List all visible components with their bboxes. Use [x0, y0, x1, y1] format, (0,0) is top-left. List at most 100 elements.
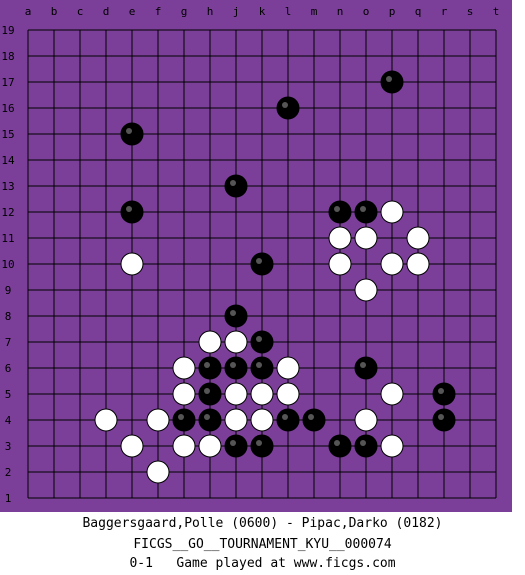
row-label: 18 [1, 50, 14, 63]
black-stone [224, 304, 248, 328]
white-stone [380, 434, 404, 458]
row-label: 2 [5, 466, 12, 479]
players-caption: Baggersgaard,Polle (0600) - Pipac,Darko … [82, 516, 443, 531]
black-stone-highlight [308, 414, 314, 420]
black-stone [354, 356, 378, 380]
column-label: d [103, 5, 110, 18]
white-stone [406, 226, 430, 250]
row-label: 8 [5, 310, 12, 323]
white-stone [172, 434, 196, 458]
black-stone [354, 434, 378, 458]
black-stone [250, 252, 274, 276]
white-stone [354, 226, 378, 250]
black-stone [276, 96, 300, 120]
black-stone-highlight [386, 76, 392, 82]
row-label: 9 [5, 284, 12, 297]
white-stone [276, 382, 300, 406]
row-label: 7 [5, 336, 12, 349]
row-label: 15 [1, 128, 14, 141]
white-stone [328, 226, 352, 250]
row-label: 10 [1, 258, 14, 271]
white-stone [380, 382, 404, 406]
black-stone-highlight [282, 414, 288, 420]
column-label: k [259, 5, 266, 18]
black-stone-highlight [230, 440, 236, 446]
column-label: p [389, 5, 396, 18]
black-stone [224, 434, 248, 458]
black-stone-highlight [178, 414, 184, 420]
column-label: s [467, 5, 474, 18]
column-label: o [363, 5, 370, 18]
column-label: b [51, 5, 58, 18]
black-stone [198, 408, 222, 432]
black-stone-highlight [360, 206, 366, 212]
row-label: 3 [5, 440, 12, 453]
column-label: j [233, 5, 240, 18]
black-stone [250, 330, 274, 354]
black-stone [172, 408, 196, 432]
tournament-caption: FICGS__GO__TOURNAMENT_KYU__000074 [133, 537, 392, 552]
column-label: r [441, 5, 448, 18]
black-stone-highlight [256, 258, 262, 264]
black-stone [250, 356, 274, 380]
row-label: 14 [1, 154, 15, 167]
white-stone [198, 434, 222, 458]
black-stone-highlight [204, 362, 210, 368]
white-stone [120, 434, 144, 458]
black-stone [224, 356, 248, 380]
white-stone [94, 408, 118, 432]
white-stone [354, 408, 378, 432]
white-stone [354, 278, 378, 302]
row-label: 11 [1, 232, 14, 245]
black-stone [120, 200, 144, 224]
black-stone [198, 382, 222, 406]
black-stone-highlight [126, 206, 132, 212]
black-stone-highlight [204, 388, 210, 394]
white-stone [250, 382, 274, 406]
row-label: 16 [1, 102, 14, 115]
row-label: 6 [5, 362, 12, 375]
black-stone-highlight [334, 206, 340, 212]
white-stone [172, 356, 196, 380]
black-stone-highlight [230, 180, 236, 186]
black-stone-highlight [230, 362, 236, 368]
black-stone-highlight [256, 362, 262, 368]
column-label: t [493, 5, 500, 18]
column-label: g [181, 5, 188, 18]
column-label: a [25, 5, 32, 18]
row-label: 12 [1, 206, 14, 219]
black-stone [250, 434, 274, 458]
result-caption: 0-1 Game played at www.ficgs.com [129, 556, 396, 571]
row-label: 19 [1, 24, 14, 37]
column-label: m [311, 5, 318, 18]
black-stone [224, 174, 248, 198]
black-stone-highlight [204, 414, 210, 420]
white-stone [380, 252, 404, 276]
go-board: a b c d e f g h j k l m n o p q r s t191817161514131211109… [1, 5, 500, 505]
black-stone [380, 70, 404, 94]
black-stone [120, 122, 144, 146]
black-stone [328, 434, 352, 458]
black-stone [276, 408, 300, 432]
column-label: c [77, 5, 84, 18]
column-label: q [415, 5, 422, 18]
white-stone [224, 330, 248, 354]
column-label: h [207, 5, 214, 18]
black-stone-highlight [282, 102, 288, 108]
black-stone [354, 200, 378, 224]
column-label: n [337, 5, 344, 18]
column-label: l [285, 5, 292, 18]
white-stone [380, 200, 404, 224]
black-stone [328, 200, 352, 224]
white-stone [406, 252, 430, 276]
white-stone [198, 330, 222, 354]
white-stone [224, 408, 248, 432]
column-label: e [129, 5, 136, 18]
black-stone-highlight [438, 414, 444, 420]
black-stone-highlight [126, 128, 132, 134]
white-stone [172, 382, 196, 406]
white-stone [146, 408, 170, 432]
black-stone [302, 408, 326, 432]
row-label: 17 [1, 76, 14, 89]
black-stone-highlight [438, 388, 444, 394]
